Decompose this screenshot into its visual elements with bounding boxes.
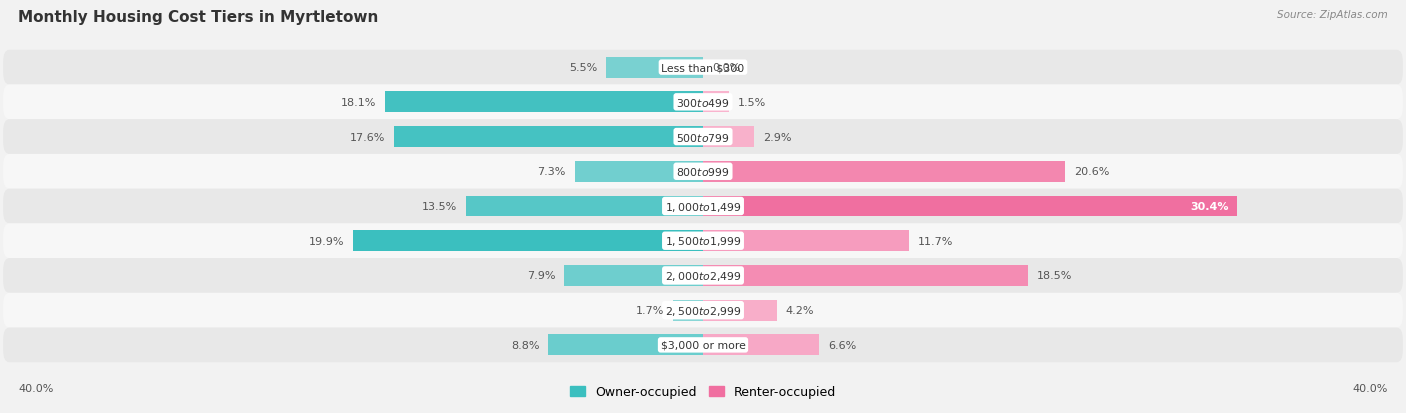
FancyBboxPatch shape bbox=[3, 120, 1403, 154]
Text: $1,000 to $1,499: $1,000 to $1,499 bbox=[665, 200, 741, 213]
Text: $500 to $799: $500 to $799 bbox=[676, 131, 730, 143]
Text: 18.1%: 18.1% bbox=[340, 97, 375, 107]
Text: 11.7%: 11.7% bbox=[917, 236, 953, 246]
Bar bbox=[703, 231, 908, 252]
Text: 40.0%: 40.0% bbox=[1353, 383, 1388, 393]
Bar bbox=[385, 92, 703, 113]
Text: 20.6%: 20.6% bbox=[1074, 167, 1109, 177]
Bar bbox=[703, 127, 754, 147]
FancyBboxPatch shape bbox=[3, 293, 1403, 328]
Text: 1.5%: 1.5% bbox=[738, 97, 766, 107]
Bar bbox=[673, 300, 703, 321]
Bar bbox=[703, 196, 1237, 217]
Text: Less than $300: Less than $300 bbox=[661, 63, 745, 73]
Text: $300 to $499: $300 to $499 bbox=[676, 97, 730, 109]
Text: Source: ZipAtlas.com: Source: ZipAtlas.com bbox=[1277, 10, 1388, 20]
Text: 0.0%: 0.0% bbox=[711, 63, 740, 73]
Text: 8.8%: 8.8% bbox=[510, 340, 540, 350]
Bar bbox=[548, 335, 703, 356]
Text: 17.6%: 17.6% bbox=[350, 132, 385, 142]
Bar bbox=[703, 161, 1066, 182]
Text: $1,500 to $1,999: $1,500 to $1,999 bbox=[665, 235, 741, 248]
FancyBboxPatch shape bbox=[3, 154, 1403, 189]
Text: 7.9%: 7.9% bbox=[527, 271, 555, 281]
Bar bbox=[465, 196, 703, 217]
Text: $2,000 to $2,499: $2,000 to $2,499 bbox=[665, 269, 741, 282]
Text: Monthly Housing Cost Tiers in Myrtletown: Monthly Housing Cost Tiers in Myrtletown bbox=[18, 10, 378, 25]
FancyBboxPatch shape bbox=[3, 224, 1403, 259]
Bar bbox=[703, 92, 730, 113]
FancyBboxPatch shape bbox=[3, 259, 1403, 293]
FancyBboxPatch shape bbox=[3, 85, 1403, 120]
Text: $2,500 to $2,999: $2,500 to $2,999 bbox=[665, 304, 741, 317]
Text: 6.6%: 6.6% bbox=[828, 340, 856, 350]
Text: $3,000 or more: $3,000 or more bbox=[661, 340, 745, 350]
Bar bbox=[394, 127, 703, 147]
Bar bbox=[703, 266, 1028, 286]
Bar bbox=[703, 300, 778, 321]
Text: 7.3%: 7.3% bbox=[537, 167, 565, 177]
Bar bbox=[703, 335, 818, 356]
Text: 2.9%: 2.9% bbox=[762, 132, 792, 142]
Text: 18.5%: 18.5% bbox=[1038, 271, 1073, 281]
Bar bbox=[575, 161, 703, 182]
Bar bbox=[606, 57, 703, 78]
Text: 30.4%: 30.4% bbox=[1189, 202, 1229, 211]
FancyBboxPatch shape bbox=[3, 189, 1403, 224]
FancyBboxPatch shape bbox=[3, 328, 1403, 362]
Text: 40.0%: 40.0% bbox=[18, 383, 53, 393]
Bar bbox=[564, 266, 703, 286]
Text: 5.5%: 5.5% bbox=[569, 63, 598, 73]
Text: 19.9%: 19.9% bbox=[309, 236, 344, 246]
FancyBboxPatch shape bbox=[3, 51, 1403, 85]
Legend: Owner-occupied, Renter-occupied: Owner-occupied, Renter-occupied bbox=[569, 386, 837, 399]
Text: 1.7%: 1.7% bbox=[636, 306, 665, 316]
Bar bbox=[353, 231, 703, 252]
Text: 4.2%: 4.2% bbox=[786, 306, 814, 316]
Text: $800 to $999: $800 to $999 bbox=[676, 166, 730, 178]
Text: 13.5%: 13.5% bbox=[422, 202, 457, 211]
